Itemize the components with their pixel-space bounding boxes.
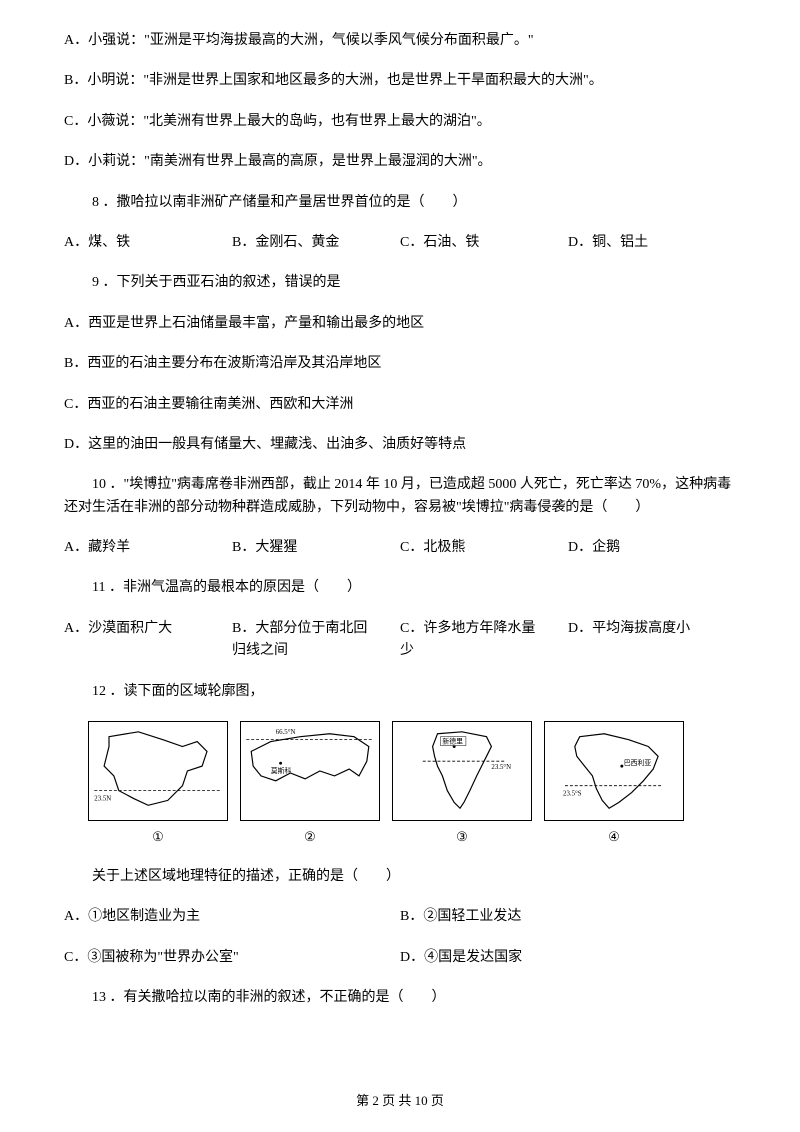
q11-option-c-line2: 少 <box>400 640 568 662</box>
q7-option-c: C．小薇说："北美洲有世界上最大的岛屿，也有世界上最大的湖泊"。 <box>64 111 736 133</box>
q9-option-d: D．这里的油田一般具有储量大、埋藏浅、出油多、油质好等特点 <box>64 434 736 456</box>
q11-option-a: A．沙漠面积广大 <box>64 618 232 640</box>
q10-options: A．藏羚羊 B．大猩猩 C．北极熊 D．企鹅 <box>64 537 736 559</box>
q12-options-row1: A．①地区制造业为主 B．②国轻工业发达 <box>64 906 736 928</box>
map-label-2: ② <box>240 827 380 848</box>
map-1-lat-label: 23.5N <box>94 795 111 802</box>
map-3-lat-label: 23.5°N <box>491 764 511 771</box>
q11-option-b: B．大部分位于南北回 归线之间 <box>232 618 400 663</box>
q12-option-a: A．①地区制造业为主 <box>64 906 400 928</box>
q9-stem: 9 ．下列关于西亚石油的叙述，错误的是 <box>64 272 736 294</box>
map-1-svg: 23.5N <box>89 722 227 820</box>
q12-option-b: B．②国轻工业发达 <box>400 906 736 928</box>
map-3-svg: 23.5°N 新德里 <box>393 722 531 820</box>
map-4-lat-label: 23.5°S <box>563 791 582 798</box>
q10-option-a: A．藏羚羊 <box>64 537 232 559</box>
map-2-svg: 66.5°N 莫斯科 <box>241 722 379 820</box>
q12-option-d: D．④国是发达国家 <box>400 947 736 969</box>
map-4-svg: 23.5°S 巴西利亚 <box>545 722 683 820</box>
map-label-1: ① <box>88 827 228 848</box>
q10-option-c: C．北极熊 <box>400 537 568 559</box>
q8-options: A．煤、铁 B．金刚石、黄金 C．石油、铁 D．铜、铝土 <box>64 232 736 254</box>
q11-option-c: C．许多地方年降水量 少 <box>400 618 568 663</box>
map-4-city-label: 巴西利亚 <box>624 758 652 767</box>
q10-stem: 10 ．"埃博拉"病毒席卷非洲西部，截止 2014 年 10 月，已造成超 50… <box>64 474 736 519</box>
q12-map-labels: ① ② ③ ④ <box>88 827 736 848</box>
q8-stem: 8 ．撒哈拉以南非洲矿产储量和产量居世界首位的是（ ） <box>64 192 736 214</box>
q9-option-b: B．西亚的石油主要分布在波斯湾沿岸及其沿岸地区 <box>64 353 736 375</box>
map-1-arabia: 23.5N <box>88 721 228 821</box>
q8-option-a: A．煤、铁 <box>64 232 232 254</box>
map-2-city-label: 莫斯科 <box>271 766 292 775</box>
q10-option-b: B．大猩猩 <box>232 537 400 559</box>
q8-option-c: C．石油、铁 <box>400 232 568 254</box>
q11-option-d: D．平均海拔高度小 <box>568 618 736 640</box>
q12-maps: 23.5N 66.5°N 莫斯科 23.5°N 新德里 23.5°S 巴西利亚 <box>88 721 736 821</box>
map-2-lat-label: 66.5°N <box>276 729 296 736</box>
page-footer: 第 2 页 共 10 页 <box>0 1091 800 1112</box>
map-label-4: ④ <box>544 827 684 848</box>
q8-option-d: D．铜、铝土 <box>568 232 736 254</box>
q12-options-row2: C．③国被称为"世界办公室" D．④国是发达国家 <box>64 947 736 969</box>
map-3-india: 23.5°N 新德里 <box>392 721 532 821</box>
q13-stem: 13 ．有关撒哈拉以南的非洲的叙述，不正确的是（ ） <box>64 987 736 1009</box>
q7-option-a: A．小强说："亚洲是平均海拔最高的大洲，气候以季风气候分布面积最广。" <box>64 30 736 52</box>
q7-option-b: B．小明说："非洲是世界上国家和地区最多的大洲，也是世界上干旱面积最大的大洲"。 <box>64 70 736 92</box>
map-3-city-label: 新德里 <box>442 737 463 746</box>
q11-option-c-line1: C．许多地方年降水量 <box>400 618 568 640</box>
q11-stem: 11 ．非洲气温高的最根本的原因是（ ） <box>64 577 736 599</box>
q11-option-b-line2: 归线之间 <box>232 640 400 662</box>
q9-option-c: C．西亚的石油主要输往南美洲、西欧和大洋洲 <box>64 394 736 416</box>
q9-option-a: A．西亚是世界上石油储量最丰富，产量和输出最多的地区 <box>64 313 736 335</box>
q8-option-b: B．金刚石、黄金 <box>232 232 400 254</box>
q10-option-d: D．企鹅 <box>568 537 736 559</box>
q11-options: A．沙漠面积广大 B．大部分位于南北回 归线之间 C．许多地方年降水量 少 D．… <box>64 618 736 663</box>
q12-option-c: C．③国被称为"世界办公室" <box>64 947 400 969</box>
q12-stem: 12 ．读下面的区域轮廓图， <box>64 681 736 703</box>
map-4-brazil: 23.5°S 巴西利亚 <box>544 721 684 821</box>
map-2-russia: 66.5°N 莫斯科 <box>240 721 380 821</box>
q11-option-b-line1: B．大部分位于南北回 <box>232 618 400 640</box>
q7-option-d: D．小莉说："南美洲有世界上最高的高原，是世界上最湿润的大洲"。 <box>64 151 736 173</box>
q12-follow: 关于上述区域地理特征的描述，正确的是（ ） <box>64 866 736 888</box>
map-label-3: ③ <box>392 827 532 848</box>
